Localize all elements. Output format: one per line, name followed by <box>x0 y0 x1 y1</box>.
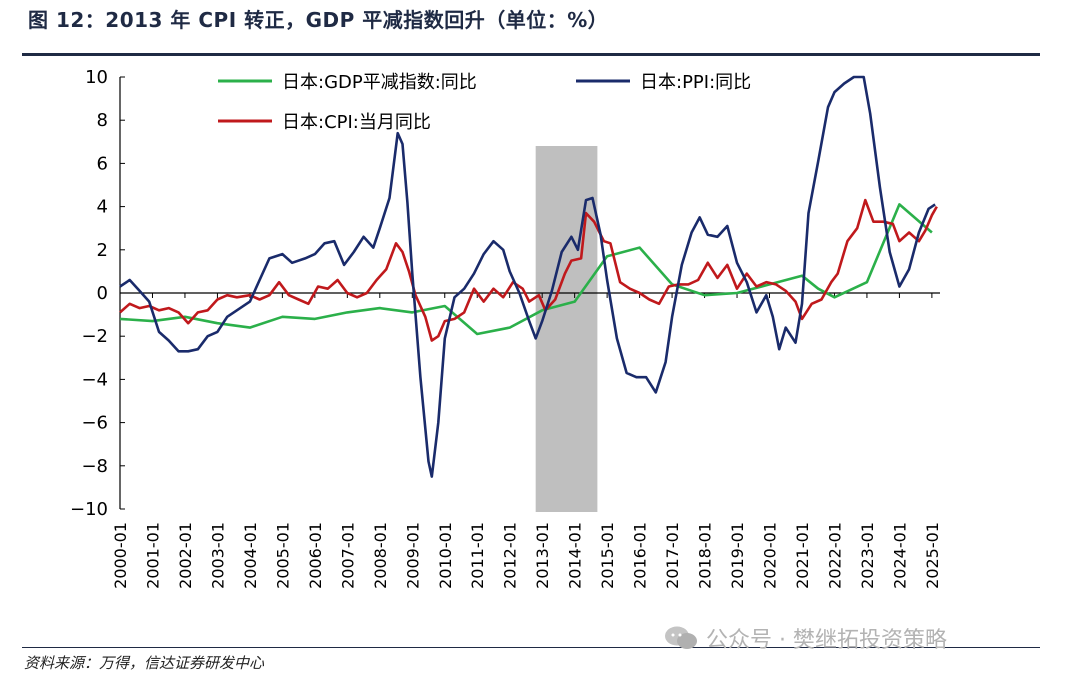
x-tick-label: 2000-01 <box>111 522 130 589</box>
series-layer <box>119 75 938 478</box>
series-line-cpi <box>119 198 938 342</box>
shaded-region-layer <box>535 146 598 512</box>
x-tick-label: 2015-01 <box>598 522 617 589</box>
x-tick-label: 2008-01 <box>371 522 390 589</box>
legend-label-ppi: 日本:PPI:同比 <box>640 72 751 93</box>
title-divider <box>22 53 1040 56</box>
x-tick-label: 2001-01 <box>143 522 162 589</box>
x-tick-label: 2021-01 <box>793 522 812 589</box>
x-tick-label: 2024-01 <box>890 522 909 589</box>
x-tick-label: 2004-01 <box>241 522 260 589</box>
x-tick-label: 2025-01 <box>923 522 942 589</box>
legend-label-cpi: 日本:CPI:当月同比 <box>282 112 431 133</box>
x-tick-label: 2022-01 <box>825 522 844 589</box>
source-note: 资料来源：万得，信达证券研发中心 <box>24 654 265 672</box>
y-tick-label: 4 <box>97 197 108 218</box>
x-tick-label: 2018-01 <box>696 522 715 589</box>
y-tick-label: −8 <box>81 456 108 477</box>
x-tick-label: 2002-01 <box>176 522 195 589</box>
source-divider <box>22 647 1040 648</box>
y-tick-label: 10 <box>85 67 108 88</box>
figure-title: 图 12：2013 年 CPI 转正，GDP 平减指数回升（单位：%） <box>28 8 609 32</box>
x-tick-label: 2005-01 <box>273 522 292 589</box>
x-tick-label: 2012-01 <box>501 522 520 589</box>
x-tick-label: 2023-01 <box>858 522 877 589</box>
y-tick-label: −6 <box>81 413 108 434</box>
y-tick-label: −2 <box>81 326 108 347</box>
series-line-ppi <box>119 75 936 478</box>
legend-label-gdp: 日本:GDP平减指数:同比 <box>282 72 477 93</box>
y-tick-label: 0 <box>97 283 108 304</box>
y-tick-label: 8 <box>97 110 108 131</box>
watermark-text: 公众号 · 樊继拓投资策略 <box>706 628 947 653</box>
x-tick-label: 2011-01 <box>468 522 487 589</box>
x-tick-label: 2006-01 <box>306 522 325 589</box>
x-tick-label: 2003-01 <box>208 522 227 589</box>
series-line-gdp <box>119 203 933 336</box>
x-tick-label: 2014-01 <box>566 522 585 589</box>
chat-bubble-icon <box>665 626 697 649</box>
y-tick-label: 2 <box>97 240 108 261</box>
x-tick-label: 2020-01 <box>761 522 780 589</box>
x-tick-label: 2007-01 <box>338 522 357 589</box>
x-tick-label: 2009-01 <box>403 522 422 589</box>
x-tick-label: 2017-01 <box>663 522 682 589</box>
x-tick-label: 2016-01 <box>631 522 650 589</box>
y-tick-label: 6 <box>97 153 108 174</box>
y-tick-label: −10 <box>70 499 108 520</box>
y-tick-label: −4 <box>81 369 108 390</box>
shaded-region <box>535 146 598 512</box>
x-tick-label: 2019-01 <box>728 522 747 589</box>
watermark: 公众号 · 樊继拓投资策略 <box>664 622 947 654</box>
x-tick-label: 2013-01 <box>533 522 552 589</box>
x-tick-label: 2010-01 <box>436 522 455 589</box>
